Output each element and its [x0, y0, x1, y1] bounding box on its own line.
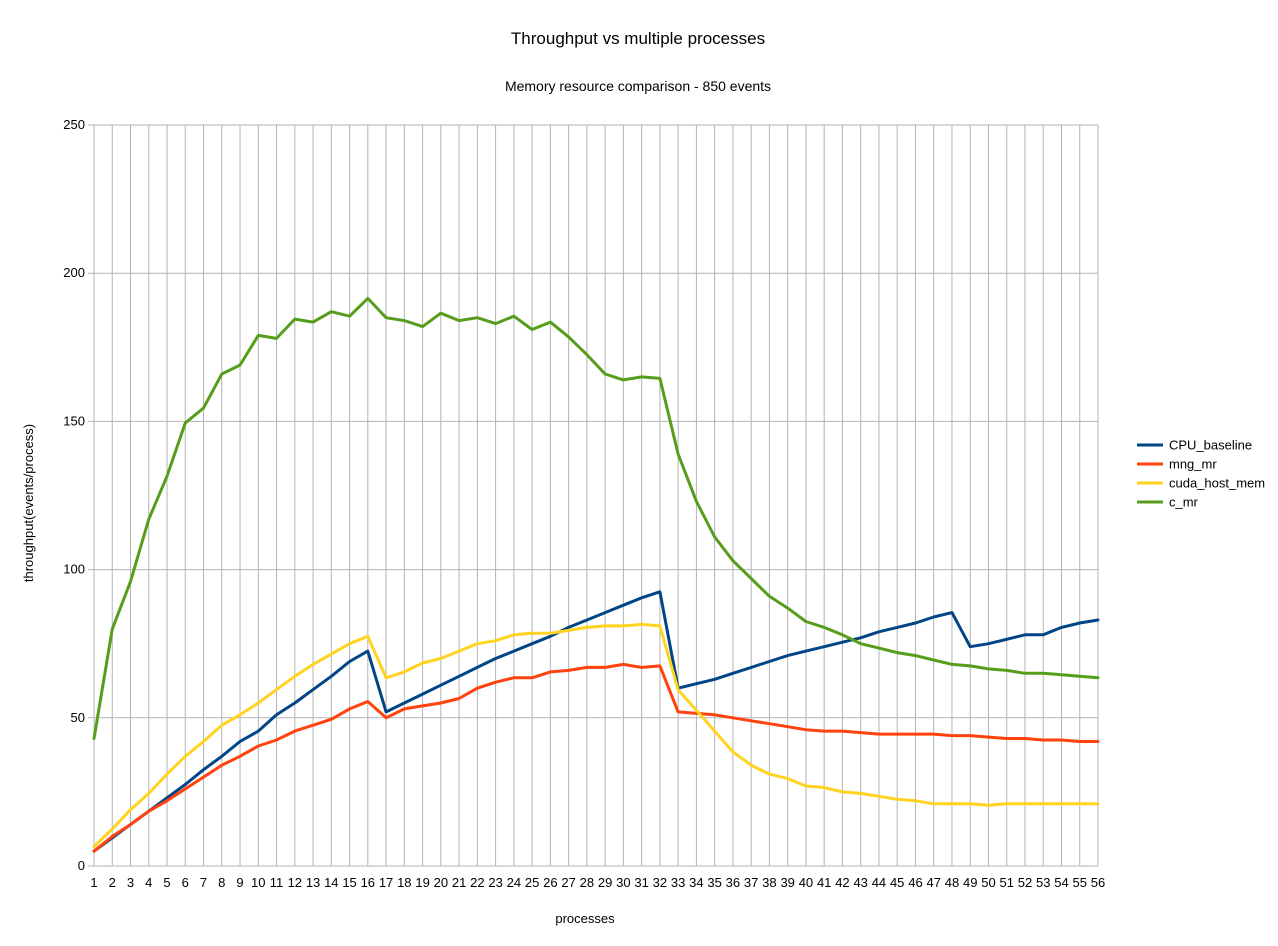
grid — [88, 124, 1099, 867]
x-tick-label: 14 — [324, 875, 338, 890]
series-line-cuda-host-mem — [92, 622, 1100, 849]
series-line-cpu-baseline — [92, 590, 1100, 853]
x-tick-label: 33 — [671, 875, 685, 890]
series-line-mng-mr — [92, 662, 1100, 853]
x-tick-label: 1 — [90, 875, 97, 890]
x-tick-label: 31 — [634, 875, 648, 890]
x-tick-label: 19 — [415, 875, 429, 890]
x-tick-label: 17 — [379, 875, 393, 890]
x-tick-label: 2 — [109, 875, 116, 890]
x-tick-label: 27 — [561, 875, 575, 890]
x-tick-label: 12 — [288, 875, 302, 890]
x-tick-label: 15 — [342, 875, 356, 890]
x-tick-label: 34 — [689, 875, 703, 890]
x-tick-label: 52 — [1018, 875, 1032, 890]
x-tick-label: 49 — [963, 875, 977, 890]
legend-label: cuda_host_mem — [1169, 476, 1265, 491]
chart-title: Throughput vs multiple processes — [511, 29, 765, 48]
x-tick-label: 42 — [835, 875, 849, 890]
x-tick-label: 44 — [872, 875, 886, 890]
x-tick-label: 9 — [236, 875, 243, 890]
legend-label: CPU_baseline — [1169, 438, 1252, 453]
y-tick-label: 150 — [63, 413, 85, 428]
x-tick-label: 25 — [525, 875, 539, 890]
chart-subtitle: Memory resource comparison - 850 events — [505, 78, 771, 94]
legend-label: c_mr — [1169, 495, 1199, 510]
x-tick-label: 4 — [145, 875, 152, 890]
x-tick-label: 47 — [926, 875, 940, 890]
x-tick-label: 6 — [182, 875, 189, 890]
x-tick-label: 55 — [1073, 875, 1087, 890]
x-tick-label: 24 — [507, 875, 521, 890]
x-axis-label: processes — [555, 911, 615, 926]
y-tick-label: 50 — [71, 710, 85, 725]
series-lines — [92, 296, 1100, 853]
x-tick-label: 48 — [945, 875, 959, 890]
x-tick-label: 18 — [397, 875, 411, 890]
x-tick-label: 32 — [653, 875, 667, 890]
y-tick-label: 250 — [63, 117, 85, 132]
x-tick-label: 11 — [270, 875, 284, 890]
x-tick-label: 38 — [762, 875, 776, 890]
y-axis-ticks: 0 50 100 150 200 250 — [63, 117, 85, 873]
x-tick-label: 50 — [981, 875, 995, 890]
x-axis-ticks: 1 2 3 4 5 6 7 8 9 10 11 12 13 14 15 16 17 18 19 20 21 22 23 24 2… — [90, 875, 1105, 890]
x-tick-label: 28 — [580, 875, 594, 890]
legend: CPU_baseline mng_mr cuda_host_mem c_mr — [1137, 438, 1265, 510]
x-tick-label: 23 — [488, 875, 502, 890]
x-tick-label: 37 — [744, 875, 758, 890]
x-tick-label: 13 — [306, 875, 320, 890]
y-tick-label: 100 — [63, 562, 85, 577]
x-tick-label: 51 — [999, 875, 1013, 890]
x-tick-label: 20 — [434, 875, 448, 890]
x-tick-label: 8 — [218, 875, 225, 890]
x-tick-label: 5 — [163, 875, 170, 890]
x-tick-label: 41 — [817, 875, 831, 890]
x-tick-label: 10 — [251, 875, 265, 890]
x-tick-label: 16 — [361, 875, 375, 890]
x-tick-label: 56 — [1091, 875, 1105, 890]
x-tick-label: 22 — [470, 875, 484, 890]
x-tick-label: 26 — [543, 875, 557, 890]
legend-label: mng_mr — [1169, 457, 1217, 472]
x-tick-label: 21 — [452, 875, 466, 890]
x-tick-label: 40 — [799, 875, 813, 890]
x-tick-label: 39 — [780, 875, 794, 890]
x-tick-label: 29 — [598, 875, 612, 890]
x-tick-label: 45 — [890, 875, 904, 890]
x-tick-label: 54 — [1054, 875, 1068, 890]
x-tick-label: 3 — [127, 875, 134, 890]
x-tick-label: 35 — [707, 875, 721, 890]
x-tick-label: 7 — [200, 875, 207, 890]
y-axis-label: throughput(events/process) — [21, 424, 36, 582]
x-tick-label: 36 — [726, 875, 740, 890]
x-tick-label: 30 — [616, 875, 630, 890]
x-tick-label: 46 — [908, 875, 922, 890]
series-line-c-mr — [92, 296, 1100, 740]
x-tick-label: 53 — [1036, 875, 1050, 890]
y-tick-label: 0 — [78, 858, 85, 873]
x-tick-label: 43 — [853, 875, 867, 890]
y-tick-label: 200 — [63, 265, 85, 280]
